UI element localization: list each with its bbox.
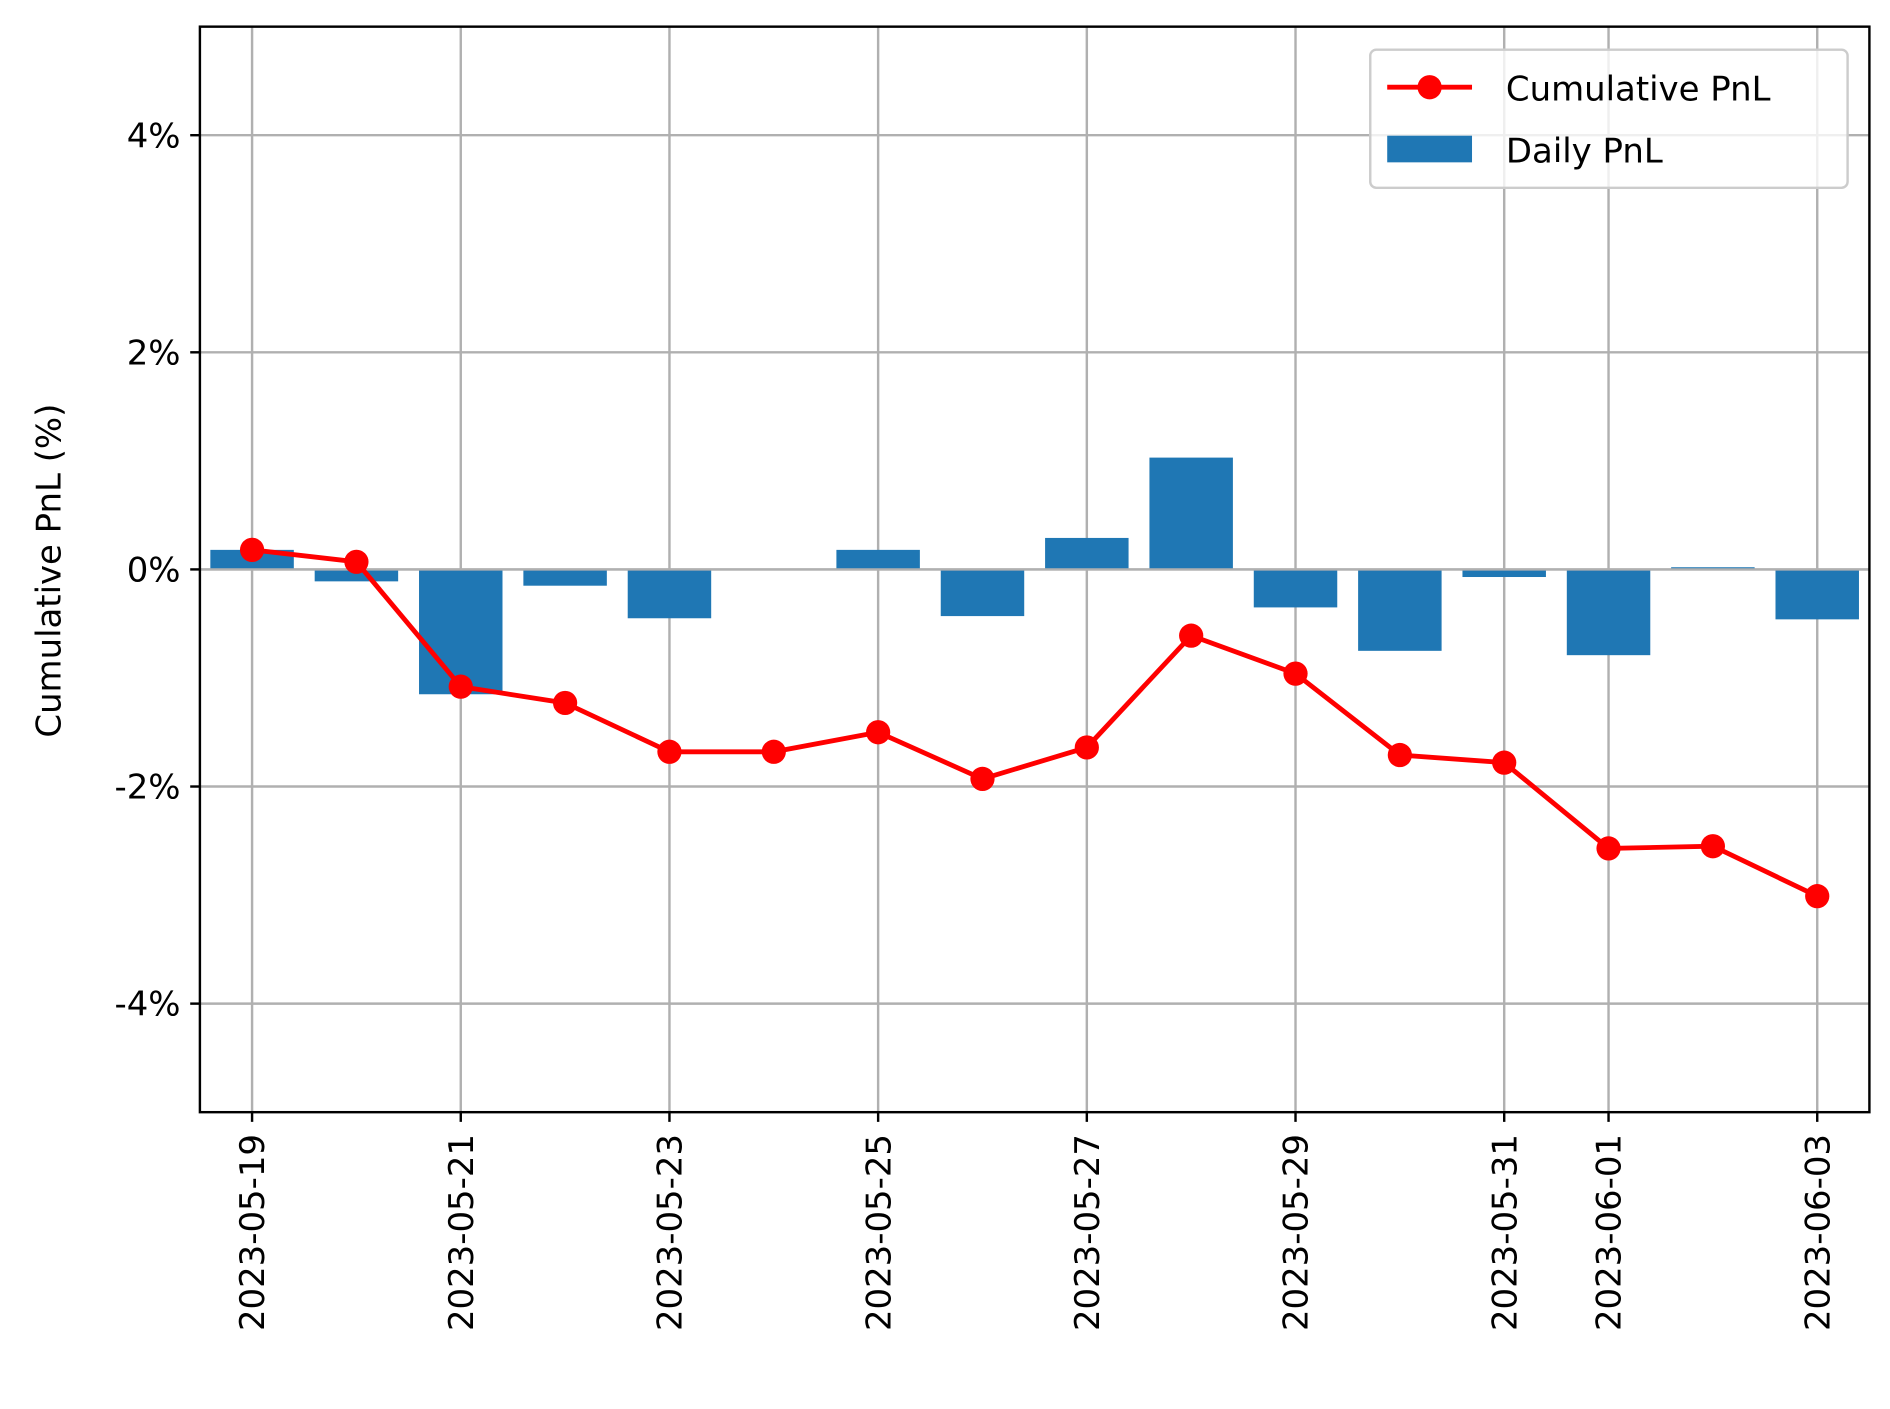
- cumulative-pnl-point: [1074, 735, 1099, 760]
- daily-pnl-bar: [627, 569, 712, 619]
- daily-pnl-bar: [1149, 457, 1233, 570]
- x-axis: 2023-05-19 2023-05-21 2023-05-23 2023-05-25…: [233, 1112, 1837, 1331]
- cumulative-pnl-point: [657, 739, 682, 764]
- y-tick-label: -4%: [114, 985, 180, 1024]
- daily-pnl-bar: [1045, 537, 1129, 570]
- x-tick-label: 2023-05-25: [859, 1134, 898, 1331]
- y-tick-label: 0%: [127, 551, 181, 590]
- daily-pnl-bar: [1253, 569, 1338, 608]
- legend-box: [1369, 48, 1849, 189]
- daily-pnl-bar: [314, 569, 399, 582]
- cumulative-pnl-path: [251, 547, 1819, 899]
- legend: Cumulative PnL Daily PnL: [1369, 48, 1849, 189]
- cumulative-pnl-point: [1596, 836, 1621, 861]
- cumulative-pnl-point: [866, 720, 891, 745]
- x-tick-label: 2023-05-19: [233, 1134, 272, 1331]
- x-tick-label: 2023-05-27: [1068, 1134, 1107, 1331]
- daily-pnl-bar: [836, 549, 920, 570]
- cumulative-pnl-point: [552, 690, 578, 716]
- cumulative-pnl-point: [970, 766, 995, 792]
- cumulative-pnl-point: [1492, 750, 1517, 775]
- cumulative-pnl-point: [448, 674, 473, 699]
- cumulative-pnl-line: [239, 537, 1830, 909]
- daily-pnl-bar: [1358, 569, 1442, 651]
- daily-pnl-bar: [1566, 569, 1651, 656]
- cumulative-pnl-point: [1805, 884, 1830, 909]
- y-axis: -4% -2% 0% 2% 4%: [114, 116, 200, 1024]
- daily-pnl-bars: [210, 457, 1859, 695]
- x-tick-label: 2023-06-03: [1798, 1134, 1837, 1331]
- cumulative-pnl-point: [1700, 834, 1726, 859]
- y-tick-label: 4%: [127, 116, 181, 155]
- legend-bar-swatch: [1387, 135, 1473, 163]
- cumulative-pnl-point: [1283, 661, 1308, 686]
- legend-label-daily: Daily PnL: [1506, 131, 1663, 170]
- y-axis-label: Cumulative PnL (%): [30, 404, 69, 738]
- x-tick-label: 2023-06-01: [1590, 1134, 1629, 1331]
- y-tick-label: 2%: [127, 333, 181, 372]
- cumulative-pnl-point: [344, 549, 369, 574]
- x-tick-label: 2023-05-21: [442, 1134, 481, 1331]
- daily-pnl-bar: [1775, 569, 1859, 620]
- legend-label-cumulative: Cumulative PnL: [1506, 70, 1771, 109]
- x-tick-label: 2023-05-29: [1277, 1134, 1316, 1331]
- cumulative-pnl-point: [1387, 742, 1412, 768]
- x-tick-label: 2023-05-31: [1485, 1134, 1524, 1331]
- legend-marker-swatch: [1417, 75, 1442, 100]
- daily-pnl-bar: [940, 569, 1025, 617]
- daily-pnl-bar: [419, 569, 503, 695]
- daily-pnl-bar: [1462, 569, 1546, 578]
- cumulative-pnl-point: [1179, 623, 1204, 648]
- x-tick-label: 2023-05-23: [651, 1134, 690, 1331]
- cumulative-pnl-point: [239, 537, 265, 562]
- daily-pnl-bar: [523, 569, 607, 586]
- cumulative-pnl-point: [761, 739, 786, 764]
- y-tick-label: -2%: [114, 768, 180, 807]
